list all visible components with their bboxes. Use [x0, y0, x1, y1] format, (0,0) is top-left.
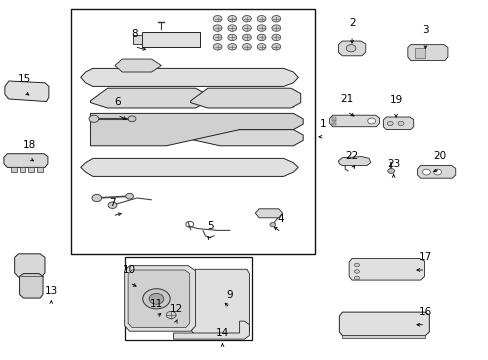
Polygon shape	[417, 166, 455, 178]
Circle shape	[149, 293, 163, 304]
Circle shape	[433, 169, 441, 175]
Circle shape	[125, 193, 133, 199]
Circle shape	[227, 25, 236, 31]
Polygon shape	[338, 41, 365, 56]
Circle shape	[257, 25, 265, 31]
Text: 18: 18	[22, 140, 36, 150]
Polygon shape	[331, 117, 336, 120]
Polygon shape	[81, 68, 298, 86]
Circle shape	[346, 45, 355, 52]
Circle shape	[271, 44, 280, 50]
Text: 17: 17	[418, 252, 431, 262]
Circle shape	[242, 25, 251, 31]
Polygon shape	[115, 59, 161, 72]
Polygon shape	[331, 123, 336, 125]
Polygon shape	[28, 167, 34, 172]
Text: 5: 5	[206, 221, 213, 231]
Text: 19: 19	[388, 95, 402, 105]
Text: 7: 7	[109, 198, 116, 208]
Polygon shape	[90, 88, 205, 108]
Circle shape	[257, 15, 265, 22]
Text: 8: 8	[131, 29, 138, 39]
Text: 21: 21	[340, 94, 353, 104]
Text: 10: 10	[123, 265, 136, 275]
Polygon shape	[20, 274, 43, 298]
Circle shape	[242, 34, 251, 41]
Polygon shape	[5, 81, 49, 102]
Circle shape	[227, 44, 236, 50]
Polygon shape	[329, 115, 379, 127]
Polygon shape	[190, 88, 300, 108]
Circle shape	[166, 311, 176, 319]
Circle shape	[242, 15, 251, 22]
Circle shape	[271, 34, 280, 41]
Polygon shape	[339, 312, 428, 336]
Polygon shape	[4, 154, 48, 167]
Circle shape	[213, 25, 222, 31]
Circle shape	[354, 270, 359, 273]
Text: 9: 9	[226, 290, 233, 300]
Circle shape	[269, 222, 275, 227]
Polygon shape	[407, 45, 447, 60]
Polygon shape	[81, 158, 298, 176]
Text: 6: 6	[114, 97, 121, 107]
Circle shape	[108, 202, 117, 208]
Text: 23: 23	[386, 159, 400, 169]
Text: 2: 2	[348, 18, 355, 28]
Text: 16: 16	[418, 307, 431, 317]
Circle shape	[354, 276, 359, 280]
Polygon shape	[133, 35, 142, 44]
Circle shape	[227, 34, 236, 41]
Circle shape	[257, 34, 265, 41]
Circle shape	[387, 168, 394, 174]
Circle shape	[397, 121, 403, 126]
Circle shape	[422, 169, 429, 175]
Text: 22: 22	[345, 151, 358, 161]
Polygon shape	[173, 321, 249, 339]
Text: 14: 14	[215, 328, 229, 338]
Text: 3: 3	[421, 25, 428, 35]
Text: 13: 13	[44, 286, 58, 296]
Polygon shape	[20, 167, 25, 172]
Polygon shape	[37, 167, 43, 172]
Text: 15: 15	[18, 74, 31, 84]
Polygon shape	[414, 48, 425, 58]
Circle shape	[92, 194, 102, 202]
Circle shape	[213, 15, 222, 22]
Circle shape	[271, 15, 280, 22]
Bar	[124, 257, 251, 340]
Circle shape	[354, 263, 359, 267]
Circle shape	[367, 118, 375, 124]
Polygon shape	[128, 270, 189, 328]
Circle shape	[213, 44, 222, 50]
Circle shape	[257, 44, 265, 50]
Circle shape	[386, 121, 392, 126]
Polygon shape	[342, 335, 425, 338]
Polygon shape	[124, 266, 195, 331]
Polygon shape	[255, 209, 282, 218]
Text: 12: 12	[169, 304, 183, 314]
Circle shape	[128, 116, 136, 122]
Circle shape	[89, 115, 99, 122]
Polygon shape	[90, 130, 303, 146]
Polygon shape	[383, 117, 413, 130]
Circle shape	[213, 34, 222, 41]
Polygon shape	[11, 167, 17, 172]
Text: 11: 11	[149, 299, 163, 309]
Circle shape	[142, 289, 170, 309]
Polygon shape	[15, 254, 45, 277]
Bar	[71, 9, 315, 254]
Polygon shape	[338, 157, 370, 166]
Polygon shape	[348, 258, 424, 280]
Text: 4: 4	[277, 214, 284, 224]
Polygon shape	[142, 32, 200, 47]
Text: 1: 1	[319, 119, 325, 129]
Polygon shape	[191, 269, 249, 336]
Polygon shape	[90, 113, 303, 146]
Circle shape	[227, 15, 236, 22]
Circle shape	[242, 44, 251, 50]
Circle shape	[271, 25, 280, 31]
Text: 20: 20	[433, 151, 446, 161]
Polygon shape	[331, 120, 336, 122]
